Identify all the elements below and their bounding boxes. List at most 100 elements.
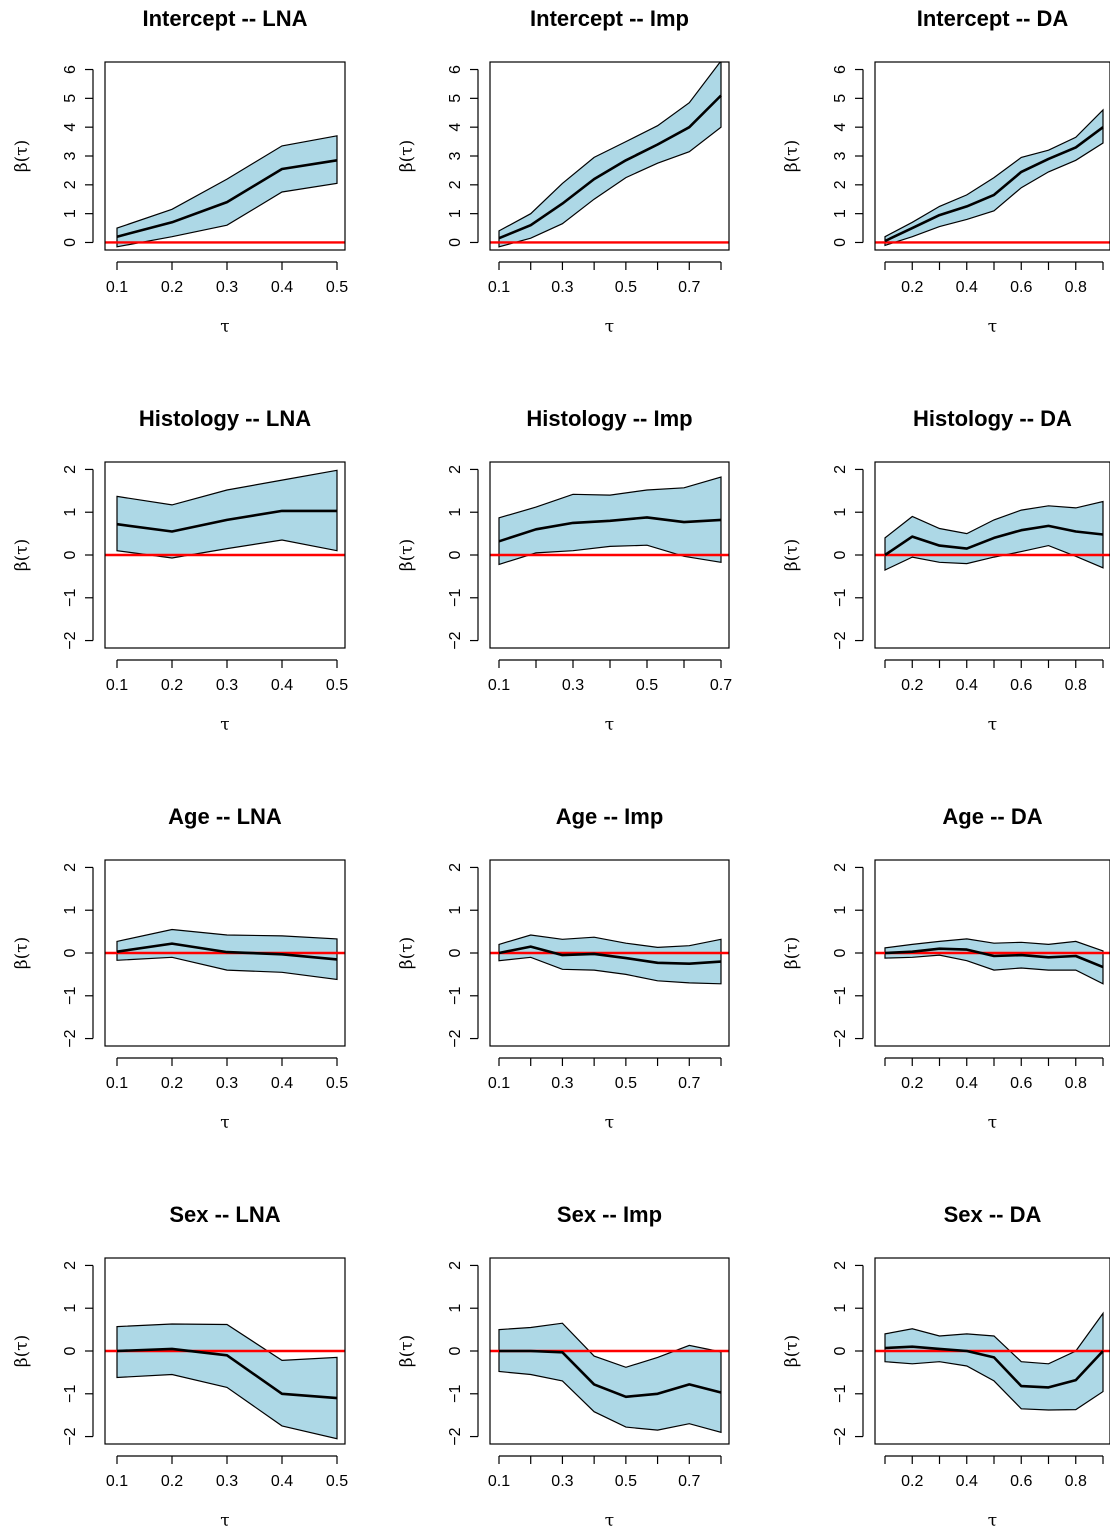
y-tick-label: 1 [832, 209, 849, 218]
x-tick-label: 0.5 [636, 677, 658, 694]
y-tick-label: 1 [447, 906, 464, 915]
x-tick-label: 0.2 [901, 677, 923, 694]
y-tick-label: −1 [447, 987, 464, 1005]
coefficient-line [884, 1345, 1104, 1389]
y-tick-label: 2 [447, 863, 464, 872]
x-tick-label: 0.4 [271, 677, 293, 694]
y-tick-label: 4 [832, 123, 849, 132]
y-tick-label: 2 [832, 1261, 849, 1270]
y-axis-title: β(τ) [12, 937, 32, 970]
x-axis-title: τ [605, 1511, 614, 1531]
x-tick-label: 0.1 [488, 1473, 510, 1490]
x-tick-label: 0.6 [1010, 279, 1032, 296]
x-tick-label: 0.3 [216, 1473, 238, 1490]
x-tick-label: 0.1 [488, 279, 510, 296]
y-tick-label: 0 [62, 550, 79, 559]
panel-title: Histology -- DA [913, 406, 1072, 431]
y-tick-label: 6 [447, 65, 464, 74]
x-axis-title: τ [988, 1511, 997, 1531]
panel-title: Intercept -- LNA [143, 6, 308, 31]
y-tick-label: −2 [62, 1427, 79, 1445]
x-tick-label: 0.4 [956, 1075, 978, 1092]
y-tick-label: 3 [62, 151, 79, 160]
y-axis-title: β(τ) [12, 1335, 32, 1368]
x-axis-title: τ [605, 1113, 614, 1133]
y-tick-label: 1 [447, 209, 464, 218]
x-tick-label: 0.2 [161, 1473, 183, 1490]
y-tick-label: 6 [62, 65, 79, 74]
panel-title: Sex -- DA [944, 1202, 1042, 1227]
x-tick-label: 0.1 [488, 1075, 510, 1092]
x-axis-title: τ [988, 715, 997, 735]
plot-frame [104, 461, 346, 649]
x-tick-label: 0.2 [161, 1075, 183, 1092]
plot-frame [874, 61, 1110, 251]
plot-frame [489, 1257, 730, 1445]
plot-frame [104, 859, 346, 1047]
coefficient-line [499, 1349, 722, 1399]
y-tick-label: −1 [832, 1385, 849, 1403]
panel-10: 0.1 0.2 0.3 0.4 0.5 −2 −1 0 1 2 Sex -- LNA τ β(τ) [12, 1202, 348, 1531]
y-tick-label: −2 [832, 1427, 849, 1445]
y-tick-label: −1 [62, 1385, 79, 1403]
y-tick-label: 0 [62, 238, 79, 247]
x-tick-label: 0.8 [1065, 1075, 1087, 1092]
confidence-band [884, 1311, 1104, 1411]
x-axis-title: τ [220, 317, 229, 337]
x-tick-label: 0.4 [956, 279, 978, 296]
x-tick-label: 0.1 [106, 677, 128, 694]
x-tick-label: 0.7 [710, 677, 732, 694]
y-tick-label: −1 [62, 987, 79, 1005]
x-tick-label: 0.5 [615, 1075, 637, 1092]
y-tick-label: −1 [832, 589, 849, 607]
y-tick-label: 4 [447, 123, 464, 132]
x-tick-label: 0.7 [678, 279, 700, 296]
x-tick-label: 0.4 [271, 1075, 293, 1092]
x-tick-label: 0.3 [216, 1075, 238, 1092]
x-tick-label: 0.2 [901, 1075, 923, 1092]
x-tick-label: 0.6 [1010, 677, 1032, 694]
x-tick-label: 0.2 [161, 279, 183, 296]
panel-title: Intercept -- Imp [530, 6, 689, 31]
y-tick-label: 2 [62, 180, 79, 189]
x-tick-label: 0.4 [956, 677, 978, 694]
y-tick-label: 2 [62, 465, 79, 474]
y-tick-label: 6 [832, 65, 849, 74]
y-tick-label: 2 [447, 180, 464, 189]
x-tick-label: 0.8 [1065, 677, 1087, 694]
x-tick-label: 0.1 [488, 677, 510, 694]
coefficient-line [116, 1347, 338, 1400]
y-axis-title: β(τ) [397, 1335, 417, 1368]
panel-2: 0.1 0.3 0.5 0.7 0 1 2 3 4 5 6 Intercept -- Imp τ β(τ) [397, 6, 730, 337]
coefficient-line [116, 159, 338, 238]
panel-title: Age -- DA [942, 804, 1042, 829]
x-tick-label: 0.5 [326, 1075, 348, 1092]
y-tick-label: 0 [62, 1346, 79, 1355]
y-tick-label: 1 [447, 508, 464, 517]
coefficient-line [498, 516, 722, 543]
x-tick-label: 0.5 [615, 1473, 637, 1490]
x-tick-label: 0.5 [326, 279, 348, 296]
plot-frame [489, 461, 730, 649]
y-tick-label: −1 [447, 1385, 464, 1403]
y-tick-label: 5 [832, 94, 849, 103]
y-tick-label: 1 [62, 209, 79, 218]
panel-12: 0.2 0.4 0.6 0.8 −2 −1 0 1 2 Sex -- DA τ β(τ) [782, 1202, 1110, 1531]
x-tick-label: 0.8 [1065, 279, 1087, 296]
y-tick-label: −1 [832, 987, 849, 1005]
plot-frame [489, 61, 730, 251]
x-tick-label: 0.5 [326, 677, 348, 694]
plot-frame [104, 61, 346, 251]
confidence-band [884, 938, 1104, 985]
panel-title: Sex -- LNA [169, 1202, 280, 1227]
panel-9: 0.2 0.4 0.6 0.8 −2 −1 0 1 2 Age -- DA τ β(τ) [782, 804, 1110, 1133]
y-tick-label: −2 [832, 631, 849, 649]
confidence-band [498, 62, 722, 248]
panel-6: 0.2 0.4 0.6 0.8 −2 −1 0 1 2 Histology -- DA τ β(τ) [782, 406, 1110, 735]
x-tick-label: 0.6 [1010, 1075, 1032, 1092]
y-tick-label: 5 [62, 94, 79, 103]
panel-title: Histology -- Imp [526, 406, 692, 431]
x-tick-label: 0.8 [1065, 1473, 1087, 1490]
confidence-band [116, 928, 338, 981]
